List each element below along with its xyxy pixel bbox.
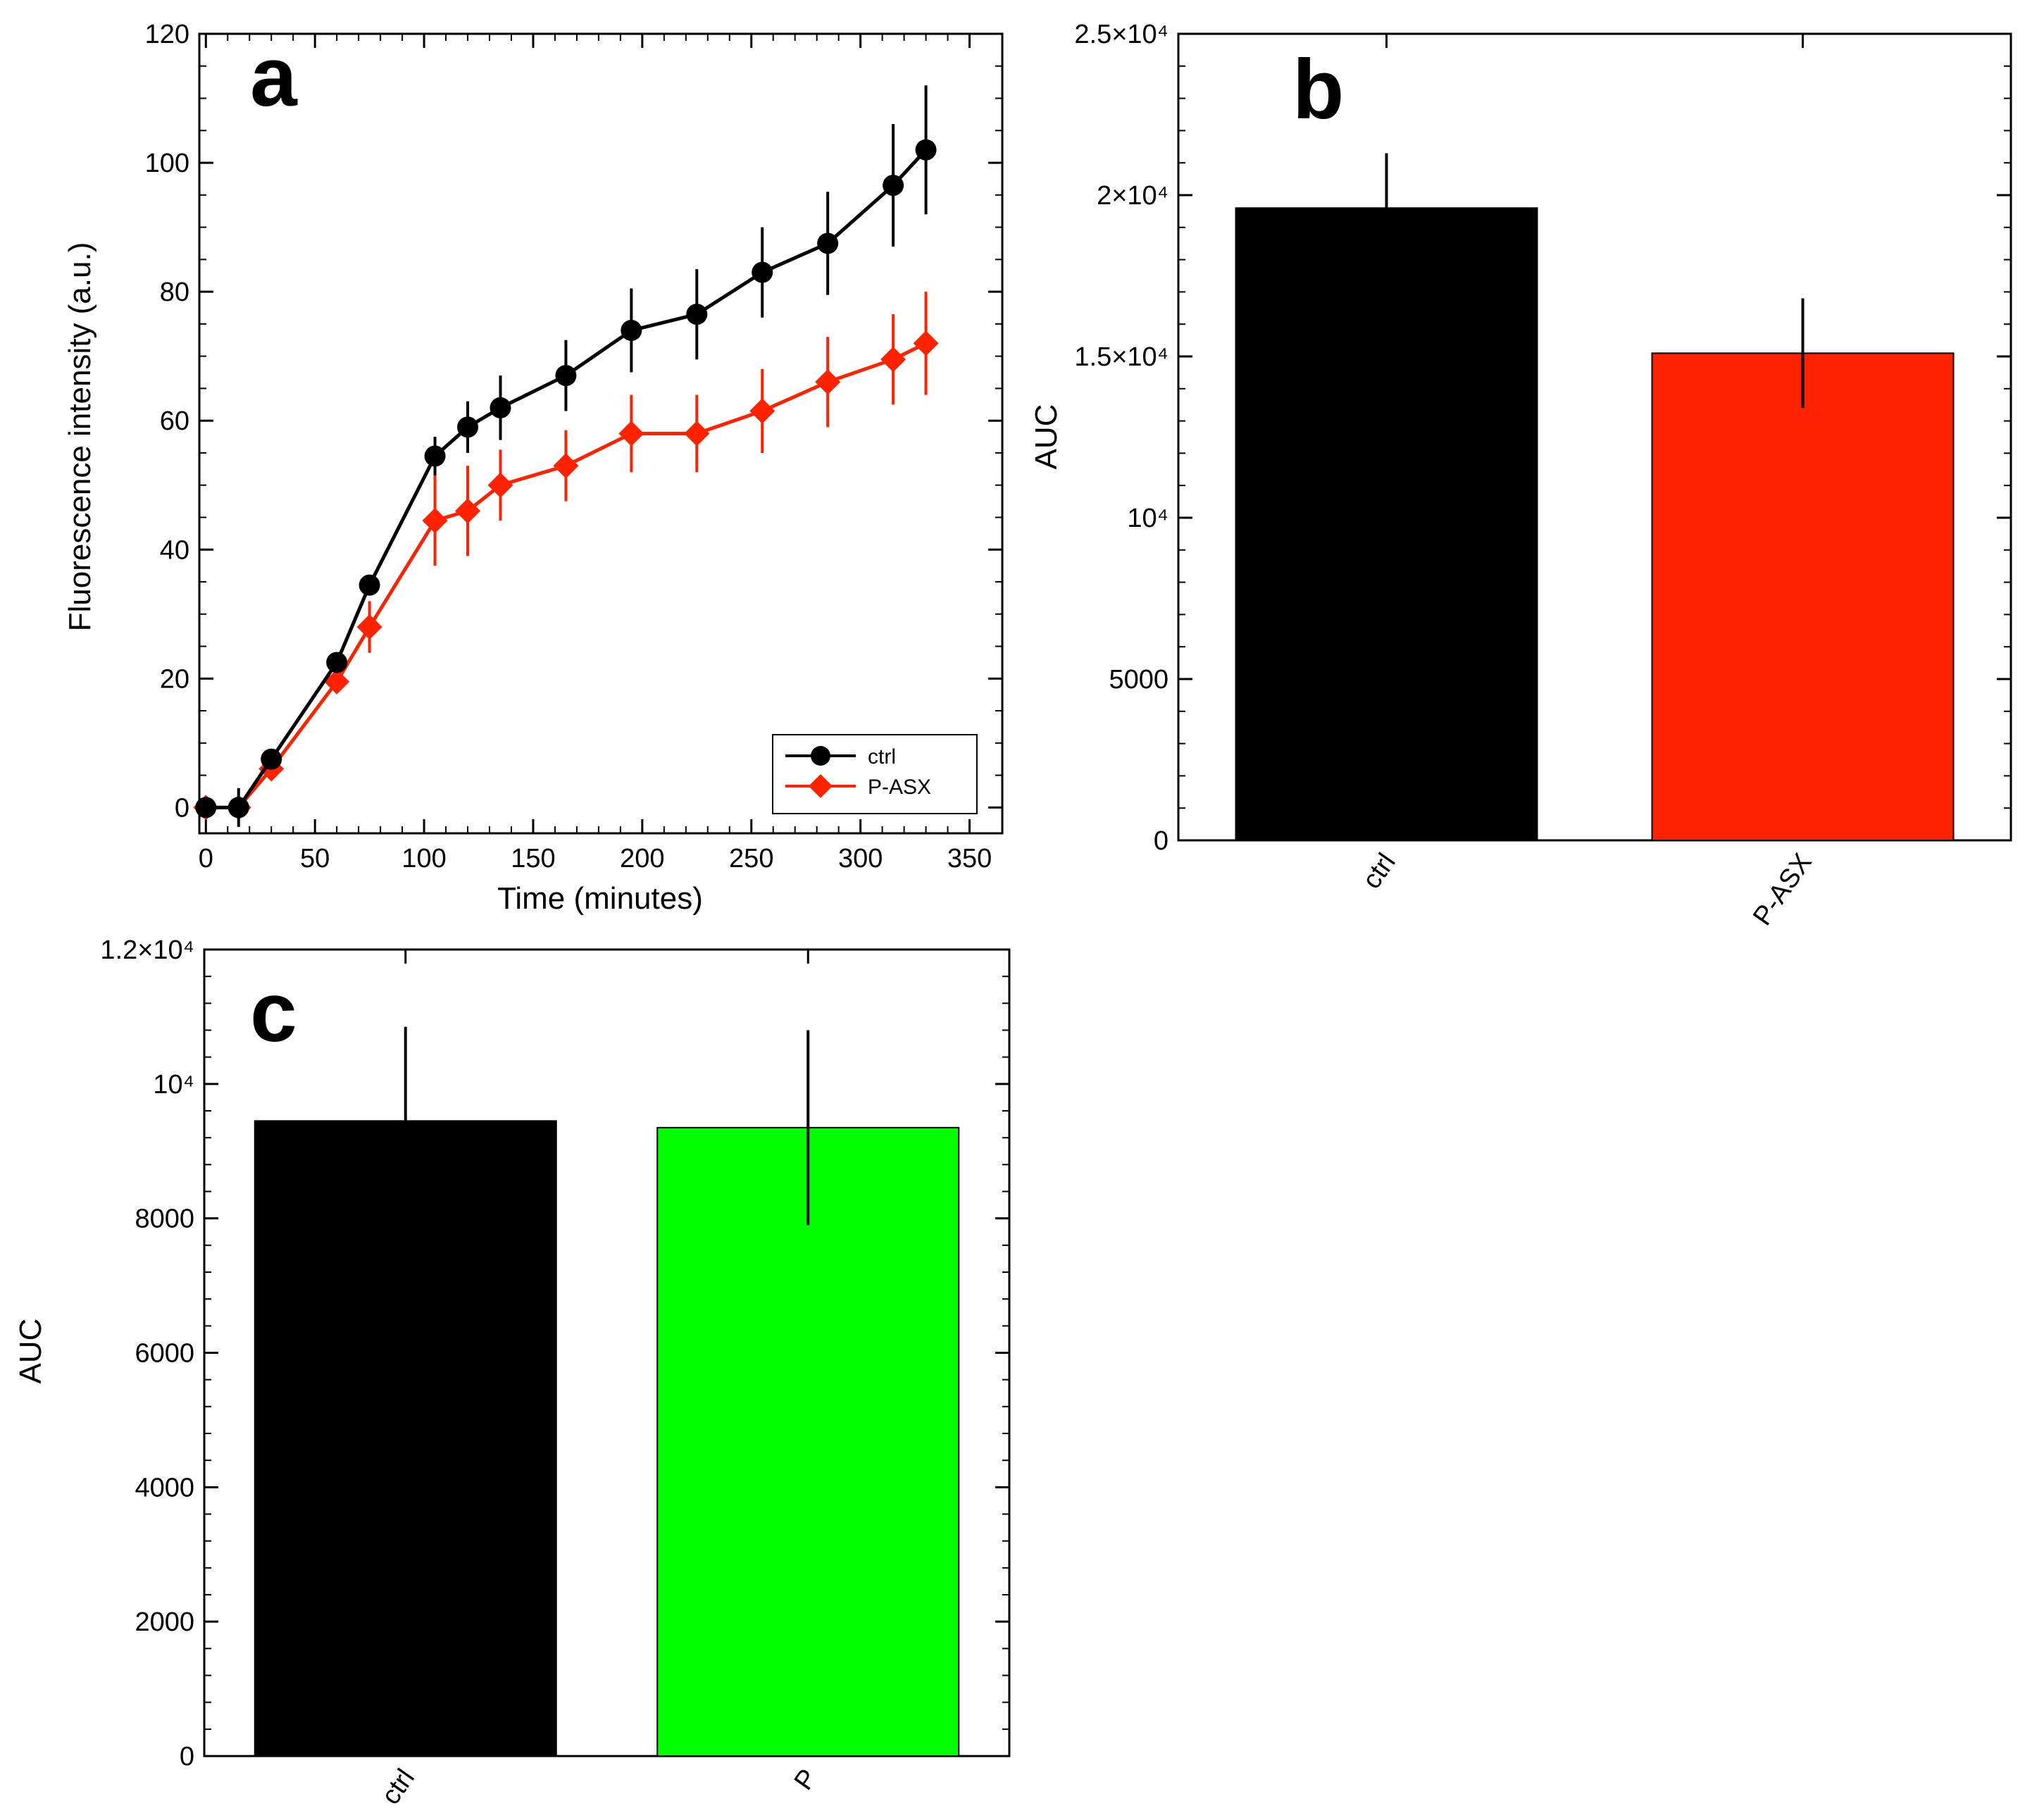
panel-c-y-tick-label: 4000: [135, 1473, 194, 1502]
panel-a-legend: ctrl P-ASX: [772, 734, 978, 814]
series-ctrl-point: [915, 139, 937, 161]
series-pasx-point: [487, 472, 513, 498]
panel-a-y-tick-label: 100: [145, 149, 189, 178]
panel-c-y-tick-label: 10⁴: [153, 1070, 194, 1100]
panel-b-y-tick-label: 10⁴: [1127, 504, 1169, 533]
series-ctrl-point: [752, 261, 773, 283]
legend-ctrl-label: ctrl: [868, 745, 896, 768]
series-ctrl-point: [490, 397, 511, 418]
series-ctrl-point: [686, 304, 708, 325]
panel-a-x-axis-title: Time (minutes): [497, 881, 703, 916]
panel-b-y-tick-label: 1.5×10⁴: [1074, 342, 1169, 372]
panel-c-y-axis-title: AUC: [13, 1319, 48, 1384]
series-ctrl-point: [326, 652, 348, 673]
series-ctrl-point: [359, 574, 380, 596]
panel-b-plot-frame: [1177, 32, 2012, 842]
series-ctrl-point: [621, 320, 642, 342]
panel-c-y-tick-label: 8000: [135, 1205, 194, 1234]
series-pasx-point: [553, 453, 579, 479]
series-ctrl-point: [883, 175, 904, 197]
series-pasx-point: [618, 421, 644, 447]
panel-c-bar-p: [656, 1126, 960, 1757]
panel-b-y-axis-title: AUC: [1029, 404, 1064, 470]
series-pasx-point: [455, 498, 481, 524]
panel-c-y-tick-label: 2000: [135, 1607, 194, 1637]
panel-a-x-tick-label: 200: [620, 844, 664, 873]
panel-b: b 0 5000 10⁴ 1.5×10⁴ 2×10⁴ 2.5×10⁴ ctrl P-ASX A…: [1029, 20, 2012, 931]
panel-a-y-axis-title: Fluorescence intensity (a.u.): [63, 242, 97, 632]
panel-b-category-label: P-ASX: [1747, 848, 1818, 931]
panel-a-x-tick-label: 250: [729, 844, 773, 873]
panel-a-y-tick-label: 20: [160, 664, 189, 694]
panel-a-plot-area: 0 20 40 60 80 100 120 0 50 100 150 200 250 300 350: [145, 20, 1004, 873]
panel-a-y-tick-label: 80: [160, 278, 189, 307]
panel-b-bar-p-asx: [1651, 352, 1955, 842]
panel-a-x-tick-label: 350: [947, 844, 992, 873]
panel-a-label: a: [250, 30, 298, 124]
panel-a-y-tick-label: 60: [160, 406, 189, 436]
legend-ctrl-marker: [811, 746, 830, 766]
panel-c: c 0 2000 4000 6000 8000 10⁴ 1.2×10⁴ ctrl P AUC: [13, 935, 1011, 1810]
series-ctrl-point: [195, 797, 217, 819]
panel-b-y-tick-label: 0: [1154, 826, 1169, 856]
panel-a-x-tick-label: 0: [199, 844, 213, 873]
series-pasx-point: [356, 614, 382, 640]
series-pasx-point: [324, 668, 350, 695]
panel-c-y-tick-label: 1.2×10⁴: [100, 935, 194, 965]
series-ctrl-point: [424, 445, 446, 467]
panel-a-x-tick-label: 300: [838, 844, 883, 873]
panel-c-category-label: ctrl: [376, 1764, 420, 1810]
panel-a-y-tick-label: 120: [145, 20, 189, 49]
series-pasx-point: [913, 330, 939, 356]
series-ctrl-point: [457, 416, 479, 438]
series-ctrl-point: [228, 797, 249, 819]
panel-c-y-tick-label: 0: [180, 1742, 194, 1772]
panel-c-plot-area: 0 2000 4000 6000 8000 10⁴ 1.2×10⁴ ctrl P: [100, 935, 1011, 1810]
panel-a-x-tick-label: 100: [401, 844, 446, 873]
legend-box: [772, 734, 978, 814]
series-pasx-point: [815, 369, 841, 395]
series-ctrl-point: [817, 232, 839, 254]
panel-a-y-tick-label: 0: [175, 793, 189, 823]
panel-b-bar-ctrl: [1235, 207, 1538, 841]
series-pasx-point: [880, 347, 906, 373]
panel-a-y-tick-label: 40: [160, 535, 189, 565]
panel-c-category-label: P: [789, 1764, 823, 1796]
panel-b-y-tick-label: 5000: [1109, 665, 1169, 695]
panel-c-label: c: [250, 965, 297, 1059]
panel-a-x-tick-label: 50: [300, 844, 330, 873]
panel-b-y-tick-label: 2×10⁴: [1097, 181, 1169, 211]
series-pasx-point: [749, 398, 775, 424]
panel-a: a 0 20 40 60 80 100 120 0 50 100 150 200 250 300 350 T…: [63, 20, 1004, 916]
series-ctrl-point: [261, 748, 282, 770]
legend-pasx-marker: [809, 774, 833, 798]
series-ctrl-point: [555, 365, 577, 387]
series-pasx-point: [684, 421, 710, 447]
panel-b-category-label: ctrl: [1357, 848, 1401, 895]
panel-a-x-tick-label: 150: [511, 844, 555, 873]
legend-pasx-label: P-ASX: [868, 776, 931, 799]
panel-c-bar-ctrl: [254, 1120, 557, 1757]
panel-c-y-tick-label: 6000: [135, 1339, 194, 1369]
panel-b-y-tick-label: 2.5×10⁴: [1074, 20, 1169, 49]
panel-b-plot-area: 0 5000 10⁴ 1.5×10⁴ 2×10⁴ 2.5×10⁴ ctrl P-ASX: [1074, 20, 2012, 931]
series-pasx-point: [422, 508, 448, 534]
panel-b-label: b: [1292, 42, 1344, 137]
panel-a-plot-frame: [198, 32, 1004, 835]
